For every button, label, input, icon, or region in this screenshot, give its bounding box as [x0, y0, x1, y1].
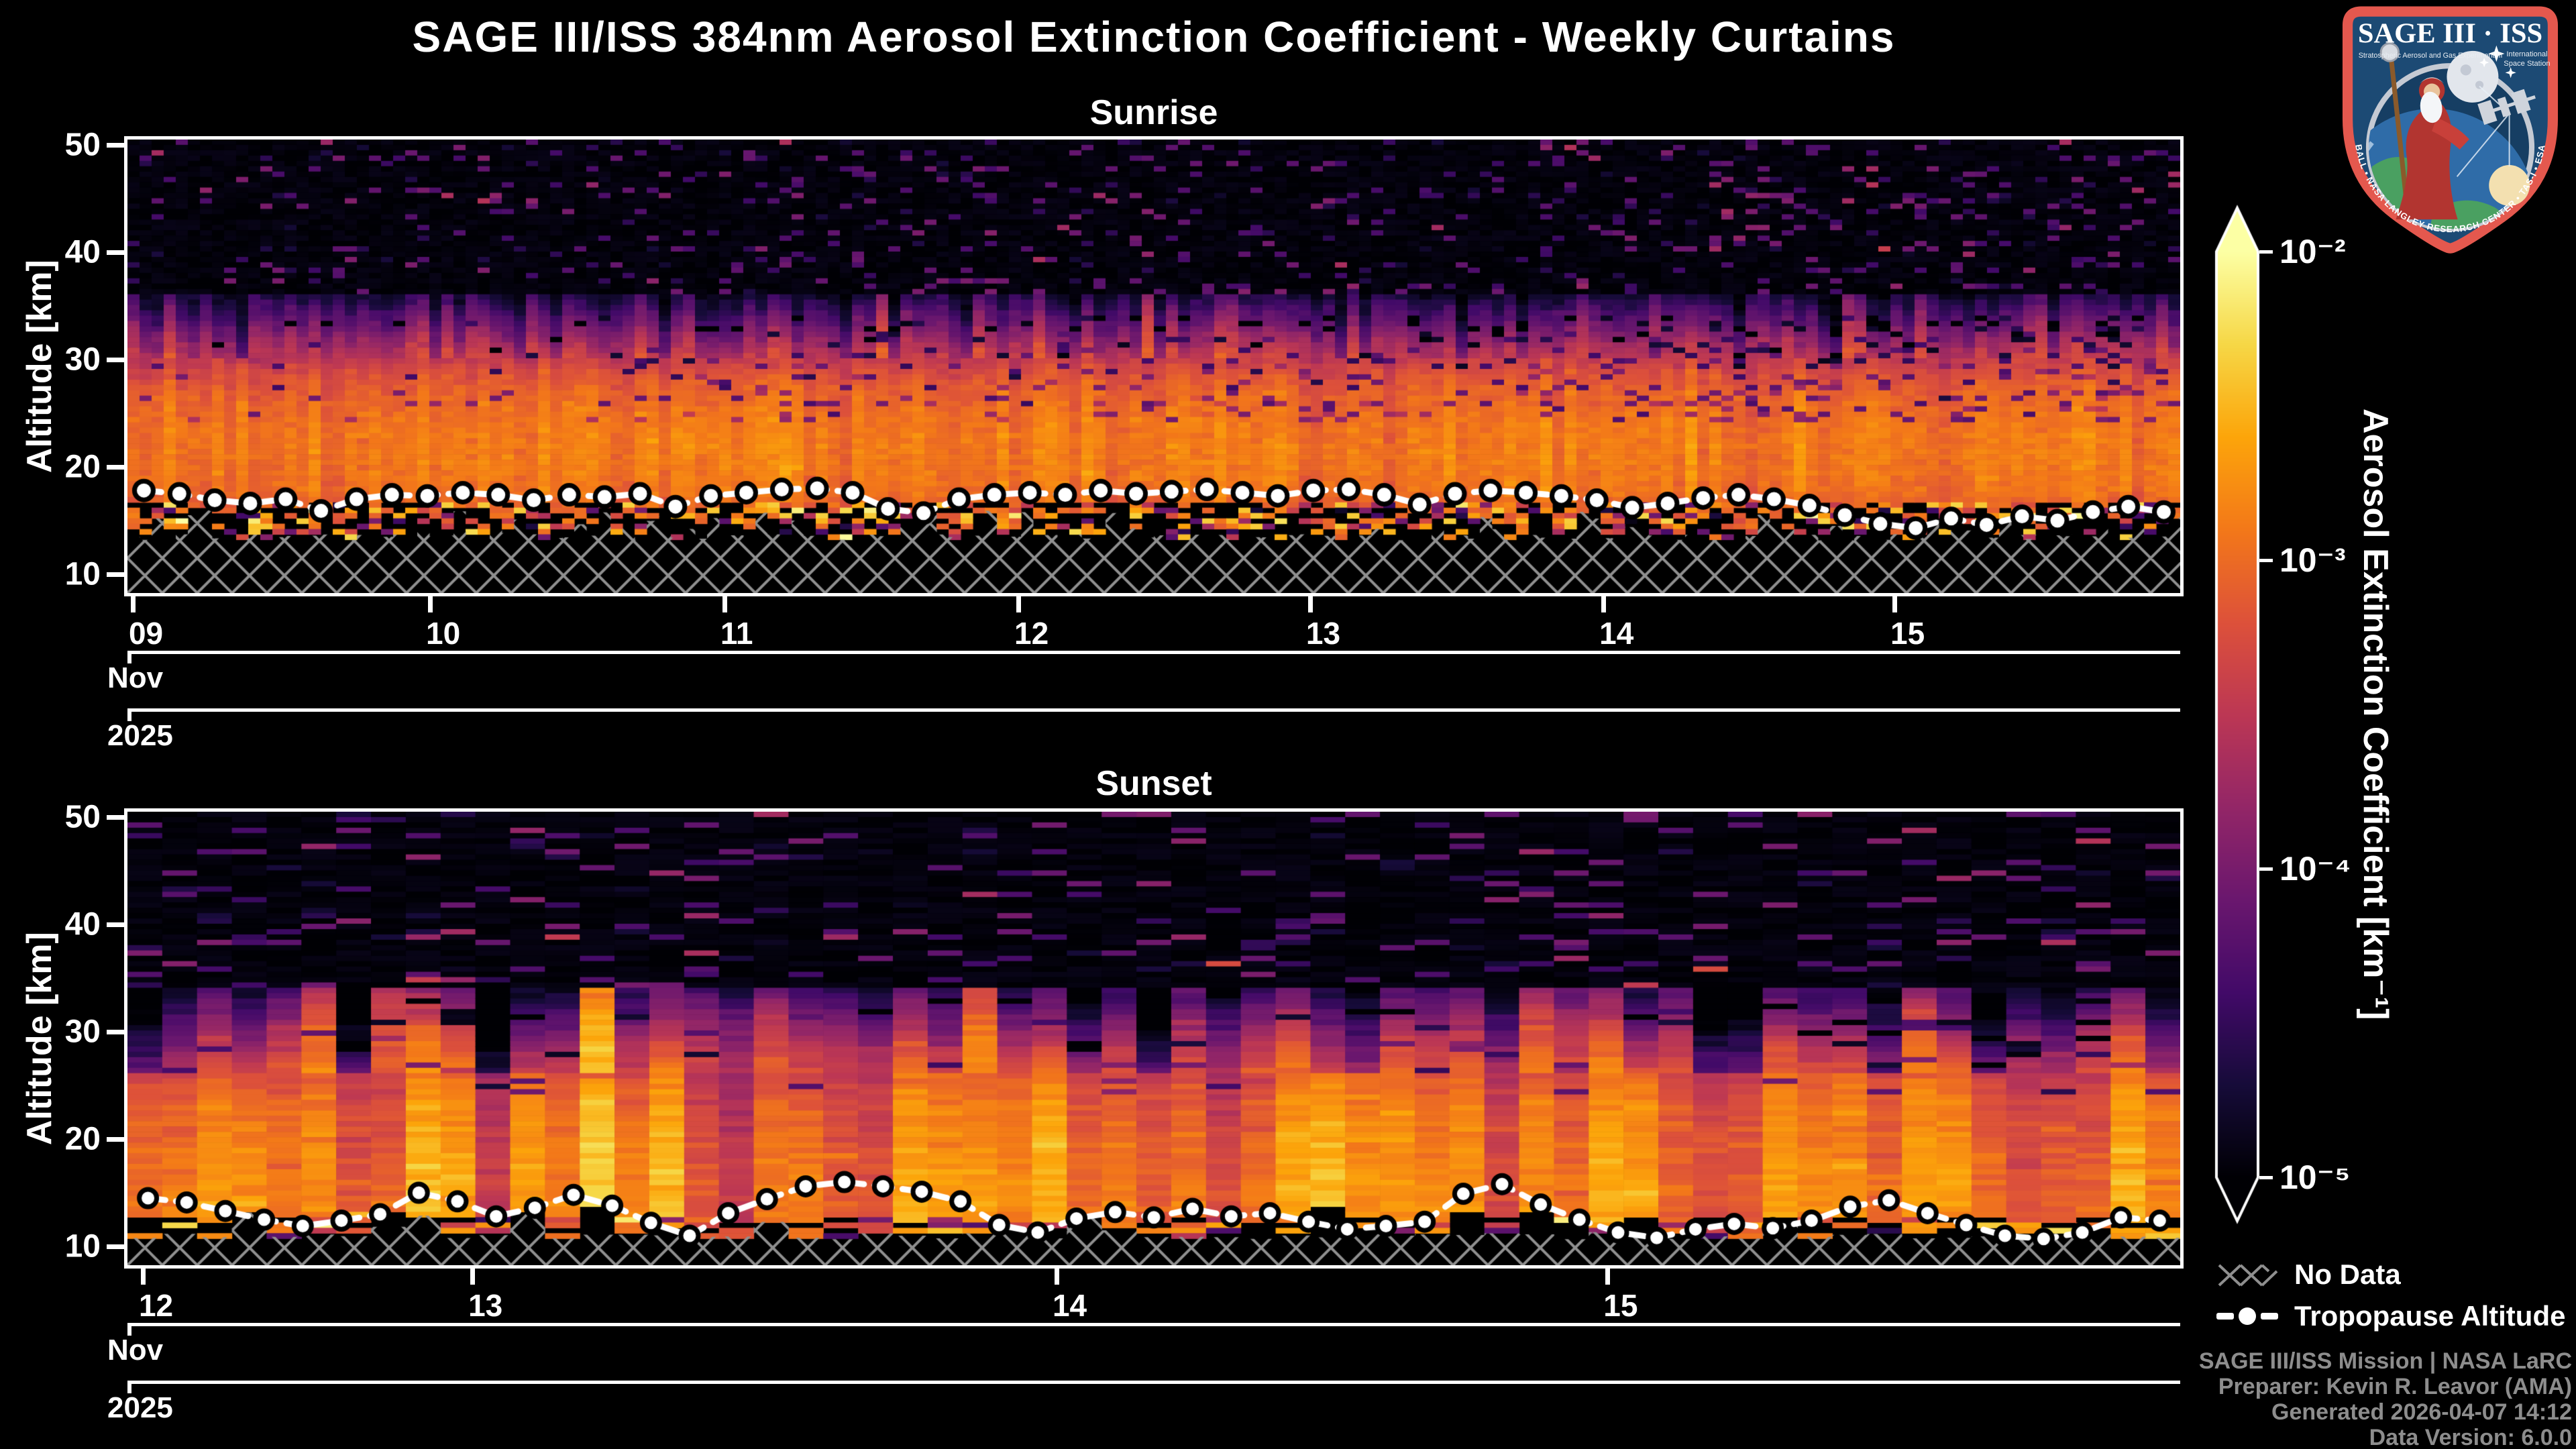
year-rule-tick-sunset	[127, 1384, 131, 1393]
y-tick-label: 50	[64, 799, 101, 835]
x-tick-label: 12	[138, 1288, 174, 1323]
sunset-curtain-canvas	[127, 812, 2180, 1265]
colorbar-tick-label: 10⁻⁴	[2279, 850, 2351, 888]
year-label-sunset: 2025	[107, 1391, 173, 1424]
moon-crater	[2460, 64, 2471, 76]
date-axis-month-rule-sunrise	[127, 651, 2180, 654]
patch-subtitle-left: Stratospheric Aerosol and Gas Experiment…	[2359, 52, 2503, 60]
year-rule-tick-sunrise	[127, 712, 131, 721]
patch-wizard	[2379, 42, 2469, 220]
patch-stars	[2479, 45, 2516, 78]
x-tick-mark	[1054, 1269, 1059, 1285]
x-tick-label: 14	[1052, 1288, 1087, 1323]
patch-title: SAGE III · ISS	[2358, 18, 2542, 50]
tropopause-legend-label: Tropopause Altitude	[2294, 1300, 2566, 1332]
x-tick-label: 14	[1599, 616, 1634, 651]
x-tick-mark	[140, 1269, 146, 1285]
credit-preparer: Preparer: Kevin R. Leavor (AMA)	[2218, 1374, 2572, 1399]
moon-crater	[2475, 80, 2484, 89]
sage-iss-mission-patch-logo: SAGE III · ISS Stratospheric Aerosol and…	[2342, 6, 2559, 254]
credit-mission: SAGE III/ISS Mission | NASA LaRC	[2198, 1348, 2572, 1374]
patch-subtitle-right-2: Space Station	[2504, 60, 2550, 68]
y-tick-mark	[107, 1244, 124, 1249]
month-label-sunrise: Nov	[107, 661, 164, 694]
y-tick-mark	[107, 1137, 124, 1142]
month-rule-tick-sunset	[127, 1326, 131, 1336]
y-tick-mark	[107, 250, 124, 255]
colorbar-canvas	[2214, 205, 2261, 1224]
panel-title-sunrise: Sunrise	[1089, 93, 1218, 132]
x-tick-label: 15	[1890, 616, 1925, 651]
colorbar-tick-mark	[2259, 867, 2273, 871]
credit-generated: Generated 2026-04-07 14:12	[2271, 1399, 2572, 1425]
x-tick-label: 12	[1014, 616, 1049, 651]
patch-sun	[2489, 165, 2530, 206]
y-tick-label: 50	[64, 127, 101, 163]
colorbar-tick-label: 10⁻²	[2279, 233, 2346, 270]
y-tick-mark	[107, 815, 124, 820]
y-tick-mark	[107, 358, 124, 362]
x-tick-label: 15	[1603, 1288, 1638, 1323]
colorbar-tick-label: 10⁻⁵	[2279, 1159, 2351, 1196]
colorbar-tick-label: 10⁻³	[2279, 541, 2346, 579]
y-tick-label: 40	[64, 906, 101, 943]
date-axis-year-rule-sunset	[127, 1381, 2180, 1384]
y-tick-label: 20	[64, 1121, 101, 1157]
y-tick-mark	[107, 572, 124, 577]
no-data-hatch-swatch	[2215, 1260, 2279, 1289]
date-axis-month-rule-sunset	[127, 1323, 2180, 1326]
panel-title-sunset: Sunset	[1095, 764, 1212, 803]
x-tick-label: 13	[1305, 616, 1341, 651]
x-tick-mark	[1016, 596, 1022, 612]
x-tick-mark	[1601, 596, 1607, 612]
x-tick-mark	[1892, 596, 1898, 612]
y-tick-mark	[107, 465, 124, 470]
tropopause-line-swatch	[2216, 1307, 2278, 1325]
y-tick-mark	[107, 1030, 124, 1034]
page-title: SAGE III/ISS 384nm Aerosol Extinction Co…	[412, 13, 1896, 61]
year-label-sunrise: 2025	[107, 719, 173, 752]
colorbar-tick-mark	[2259, 558, 2273, 562]
heatmap-panel-sunset	[124, 808, 2184, 1269]
no-data-legend-label: No Data	[2294, 1258, 2401, 1290]
x-tick-label: 09	[128, 616, 164, 651]
y-tick-label: 30	[64, 341, 101, 378]
x-tick-mark	[722, 596, 727, 612]
y-tick-label: 10	[64, 1228, 101, 1265]
y-tick-label: 10	[64, 556, 101, 592]
x-tick-mark	[1307, 596, 1313, 612]
sunrise-curtain-canvas	[127, 140, 2180, 593]
x-tick-mark	[470, 1269, 476, 1285]
x-tick-label: 11	[720, 616, 753, 651]
x-tick-mark	[130, 596, 136, 612]
x-tick-mark	[1605, 1269, 1611, 1285]
credit-data-version: Data Version: 6.0.0	[2369, 1425, 2572, 1449]
patch-subtitle-right-1: International	[2506, 50, 2547, 58]
x-tick-mark	[428, 596, 433, 612]
colorbar-axis-label: Aerosol Extinction Coefficient [km⁻¹]	[2356, 409, 2395, 1020]
y-tick-mark	[107, 143, 124, 148]
date-axis-year-rule-sunrise	[127, 708, 2180, 712]
y-tick-label: 40	[64, 234, 101, 270]
month-label-sunset: Nov	[107, 1334, 164, 1366]
y-tick-mark	[107, 922, 124, 927]
x-tick-label: 13	[468, 1288, 503, 1323]
x-tick-label: 10	[426, 616, 461, 651]
month-rule-tick-sunrise	[127, 654, 131, 663]
colorbar-tick-mark	[2259, 1175, 2273, 1179]
heatmap-panel-sunrise	[124, 136, 2184, 596]
y-tick-label: 20	[64, 449, 101, 485]
y-tick-label: 30	[64, 1014, 101, 1050]
colorbar-tick-mark	[2259, 250, 2273, 254]
patch-iss	[2477, 89, 2536, 125]
